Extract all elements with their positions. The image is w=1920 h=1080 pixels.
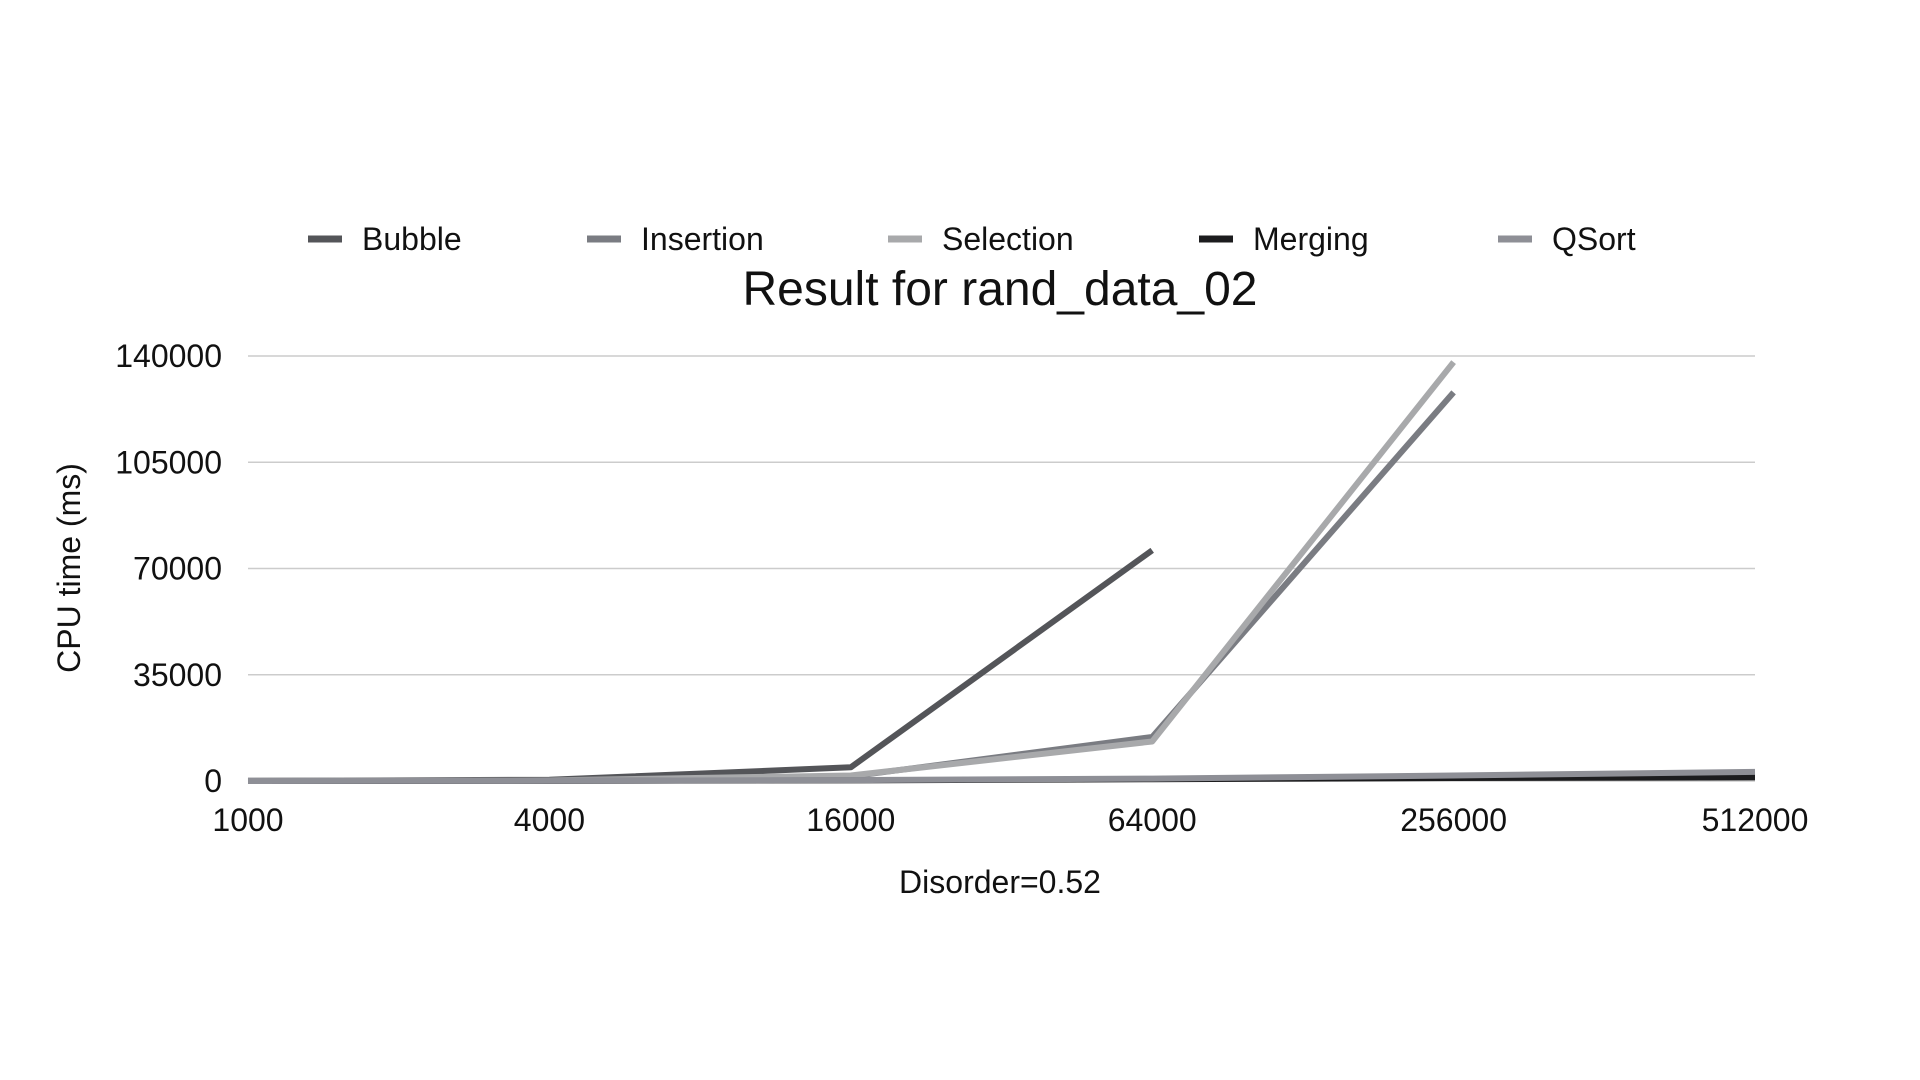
legend-label: Selection — [942, 221, 1074, 257]
x-tick-label: 4000 — [514, 802, 585, 838]
series-line-selection — [247, 360, 1456, 784]
y-tick-label: 140000 — [115, 338, 222, 374]
x-tick-label: 1000 — [212, 802, 283, 838]
chart-title: Result for rand_data_02 — [742, 263, 1257, 316]
y-tick-label: 0 — [204, 763, 222, 799]
series-line-bubble — [247, 547, 1154, 784]
legend-label: QSort — [1552, 221, 1636, 257]
legend-item-merging: Merging — [1199, 221, 1369, 257]
chart-gridlines — [248, 355, 1755, 782]
y-axis-label: CPU time (ms) — [51, 463, 87, 673]
x-axis-label: Disorder=0.52 — [899, 864, 1101, 900]
chart-series — [247, 360, 1756, 784]
x-axis-ticks: 1000 4000 16000 64000 256000 512000 — [212, 802, 1808, 838]
y-tick-label: 35000 — [133, 657, 222, 693]
x-tick-label: 256000 — [1400, 802, 1507, 838]
y-axis-ticks: 0 35000 70000 105000 140000 — [115, 338, 222, 799]
y-tick-label: 105000 — [115, 444, 222, 480]
x-tick-label: 16000 — [806, 802, 895, 838]
x-tick-label: 512000 — [1702, 802, 1809, 838]
legend-item-selection: Selection — [888, 221, 1074, 257]
y-tick-label: 70000 — [133, 551, 222, 587]
legend-label: Merging — [1253, 221, 1369, 257]
legend-item-insertion: Insertion — [587, 221, 764, 257]
legend-item-bubble: Bubble — [308, 221, 462, 257]
series-line-qsort — [247, 768, 1756, 784]
chart-legend: Bubble Insertion Selection Merging QSort — [308, 221, 1636, 257]
legend-item-qsort: QSort — [1498, 221, 1636, 257]
legend-label: Insertion — [641, 221, 764, 257]
legend-label: Bubble — [362, 221, 462, 257]
x-tick-label: 64000 — [1108, 802, 1197, 838]
